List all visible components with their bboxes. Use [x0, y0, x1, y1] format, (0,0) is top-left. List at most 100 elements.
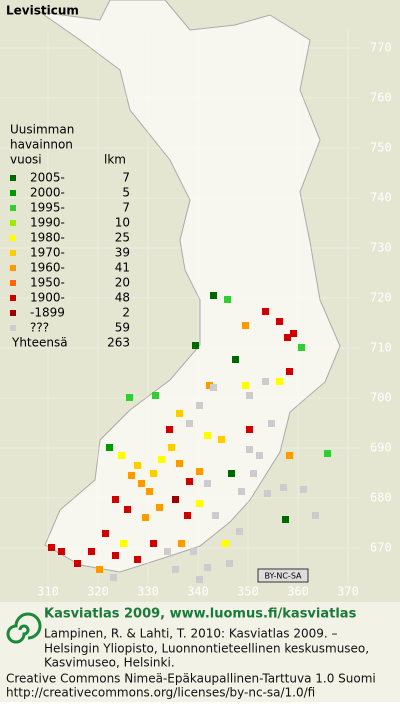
legend-swatch: [10, 325, 16, 331]
record-square: [262, 308, 269, 315]
record-square: [112, 496, 119, 503]
citation-line: Lampinen, R. & Lahti, T. 2010: Kasviatla…: [44, 627, 338, 641]
legend-count: 25: [115, 231, 130, 245]
country-outline: [39, 0, 341, 573]
legend-count: 5: [122, 186, 130, 200]
record-square: [204, 432, 211, 439]
legend-label: 2005-: [30, 171, 65, 185]
record-square: [156, 504, 163, 511]
record-square: [204, 564, 211, 571]
record-square: [172, 566, 179, 573]
record-square: [280, 484, 287, 491]
record-square: [168, 444, 175, 451]
legend-label: ???: [30, 321, 49, 335]
grid-label-y: 720: [370, 291, 392, 305]
record-square: [88, 548, 95, 555]
record-square: [218, 436, 225, 443]
record-square: [124, 506, 131, 513]
record-square: [222, 540, 229, 547]
record-square: [276, 378, 283, 385]
record-square: [106, 444, 113, 451]
record-square: [152, 392, 159, 399]
legend-count-heading: lkm: [104, 153, 126, 167]
record-square: [96, 566, 103, 573]
legend-swatch: [10, 235, 16, 241]
footer-background: [0, 602, 400, 702]
record-square: [324, 450, 331, 457]
record-square: [264, 490, 271, 497]
legend-heading: vuosi: [10, 153, 42, 167]
record-square: [118, 452, 125, 459]
record-square: [196, 500, 203, 507]
legend-total: 263: [107, 336, 130, 350]
record-square: [176, 460, 183, 467]
grid-label-y: 690: [370, 441, 392, 455]
record-square: [286, 452, 293, 459]
record-square: [120, 540, 127, 547]
citation-line: Kasvimuseo, Helsinki.: [44, 656, 175, 670]
record-square: [184, 512, 191, 519]
license-line: Creative Commons Nimeä-Epäkaupallinen-Ta…: [6, 672, 376, 686]
license-line: http://creativecommons.org/licenses/by-n…: [6, 686, 315, 700]
legend-count: 7: [122, 201, 130, 215]
record-square: [312, 512, 319, 519]
record-square: [238, 488, 245, 495]
grid-label-y: 770: [370, 41, 392, 55]
record-square: [206, 382, 213, 389]
legend-count: 39: [115, 246, 130, 260]
record-square: [186, 420, 193, 427]
record-square: [58, 548, 65, 555]
record-square: [192, 342, 199, 349]
grid-label-y: 730: [370, 241, 392, 255]
legend-label: 1960-: [30, 261, 65, 275]
grid-label-x: 370: [337, 585, 359, 599]
record-square: [250, 470, 257, 477]
grid-label-y: 670: [370, 541, 392, 555]
logo: [6, 612, 42, 644]
badge-text: BY-NC-SA: [264, 572, 302, 581]
record-square: [282, 516, 289, 523]
record-square: [164, 548, 171, 555]
record-square: [242, 382, 249, 389]
legend-swatch: [10, 250, 16, 256]
legend-label: -1899: [30, 306, 65, 320]
legend-swatch: [10, 310, 16, 316]
legend-count: 7: [122, 171, 130, 185]
record-square: [246, 446, 253, 453]
map-title: Levisticum: [6, 4, 79, 18]
legend-label: 2000-: [30, 186, 65, 200]
atlas-title: Kasviatlas 2009, www.luomus.fi/kasviatla…: [44, 607, 357, 622]
grid-label-y: 710: [370, 341, 392, 355]
grid-label-x: 360: [287, 585, 309, 599]
record-square: [262, 378, 269, 385]
legend-label: 1970-: [30, 246, 65, 260]
record-square: [150, 470, 157, 477]
record-square: [232, 356, 239, 363]
legend-swatch: [10, 205, 16, 211]
record-square: [212, 512, 219, 519]
record-square: [228, 470, 235, 477]
record-square: [300, 486, 307, 493]
record-square: [186, 478, 193, 485]
grid-label-y: 680: [370, 491, 392, 505]
license-badge: BY-NC-SA: [257, 568, 309, 583]
legend-swatch: [10, 280, 16, 286]
record-square: [146, 488, 153, 495]
legend-count: 10: [115, 216, 130, 230]
record-square: [134, 556, 141, 563]
record-square: [110, 574, 117, 581]
legend-heading: Uusimman: [10, 123, 74, 137]
record-square: [138, 480, 145, 487]
record-square: [276, 318, 283, 325]
record-square: [256, 452, 263, 459]
record-square: [172, 496, 179, 503]
citation-line: Helsingin Yliopisto, Luonnontieteellinen…: [44, 642, 369, 656]
record-square: [242, 322, 249, 329]
record-square: [102, 530, 109, 537]
legend-heading: havainnon: [10, 138, 73, 152]
grid-label-y: 750: [370, 141, 392, 155]
record-square: [178, 540, 185, 547]
record-square: [210, 292, 217, 299]
